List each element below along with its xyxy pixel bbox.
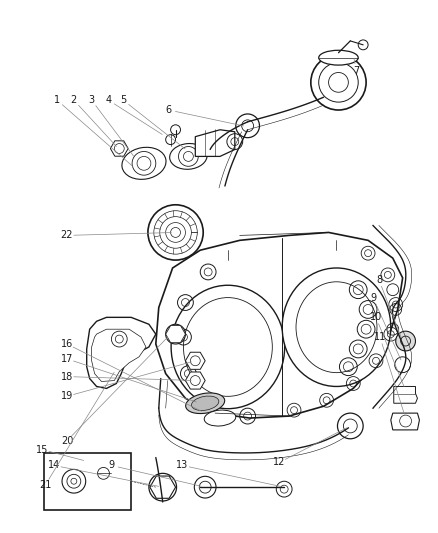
Ellipse shape — [319, 50, 358, 65]
Circle shape — [148, 205, 203, 260]
Text: 9: 9 — [108, 461, 114, 471]
Ellipse shape — [191, 396, 219, 410]
Ellipse shape — [122, 147, 166, 179]
Text: 2: 2 — [71, 95, 77, 105]
Text: 10: 10 — [370, 312, 382, 322]
Text: 16: 16 — [61, 339, 73, 349]
Polygon shape — [92, 329, 146, 382]
Text: 13: 13 — [177, 461, 189, 471]
Text: 14: 14 — [48, 461, 60, 471]
Circle shape — [337, 413, 363, 439]
Polygon shape — [87, 317, 156, 389]
Text: 17: 17 — [61, 354, 73, 364]
Circle shape — [62, 470, 86, 493]
Text: 11: 11 — [374, 332, 386, 342]
Polygon shape — [156, 232, 403, 418]
Text: 21: 21 — [39, 480, 51, 490]
Ellipse shape — [170, 143, 207, 169]
Circle shape — [194, 477, 216, 498]
Text: 3: 3 — [88, 95, 95, 105]
Text: 5: 5 — [120, 95, 126, 105]
Polygon shape — [150, 476, 176, 498]
Ellipse shape — [282, 268, 391, 386]
Ellipse shape — [186, 393, 225, 414]
Polygon shape — [166, 326, 185, 343]
Polygon shape — [195, 130, 235, 156]
Ellipse shape — [204, 410, 236, 426]
Ellipse shape — [184, 297, 272, 397]
Circle shape — [166, 324, 185, 344]
Ellipse shape — [171, 285, 285, 409]
Text: 15: 15 — [36, 445, 49, 455]
Circle shape — [311, 55, 366, 110]
Text: 18: 18 — [61, 372, 73, 382]
Text: 22: 22 — [61, 230, 73, 240]
Ellipse shape — [296, 282, 377, 373]
Text: 7: 7 — [353, 66, 359, 76]
Text: 1: 1 — [54, 95, 60, 105]
Polygon shape — [110, 141, 128, 156]
Polygon shape — [185, 352, 205, 369]
Bar — [44, 453, 131, 510]
Text: 20: 20 — [61, 436, 73, 446]
Circle shape — [396, 331, 416, 351]
Polygon shape — [391, 413, 420, 430]
Circle shape — [236, 114, 259, 138]
Text: 6: 6 — [166, 105, 172, 115]
Text: 19: 19 — [61, 391, 73, 401]
Polygon shape — [394, 386, 417, 403]
Text: 8: 8 — [376, 275, 382, 285]
Polygon shape — [185, 372, 205, 389]
Text: 9: 9 — [370, 293, 376, 303]
Circle shape — [149, 473, 177, 501]
Text: 12: 12 — [273, 457, 286, 467]
Text: 4: 4 — [106, 95, 112, 105]
